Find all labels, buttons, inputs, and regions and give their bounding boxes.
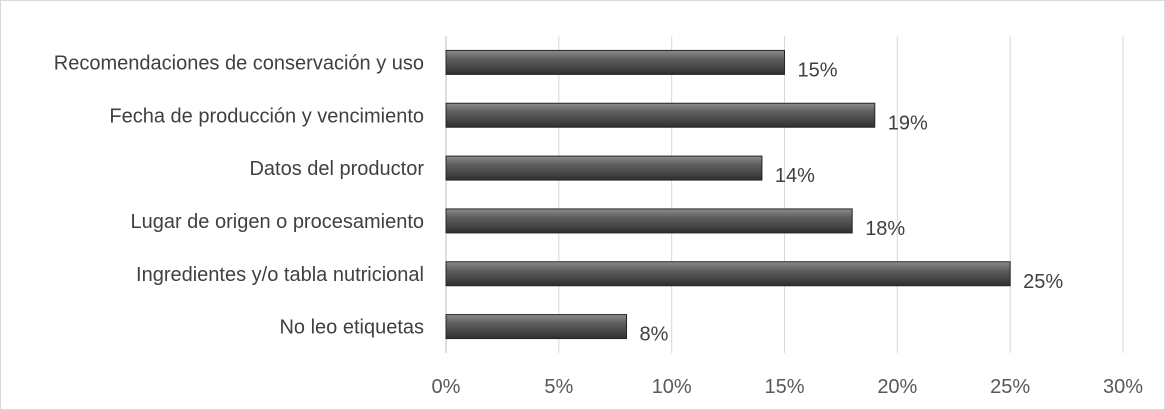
x-tick-label: 20% xyxy=(877,376,917,398)
data-label: 14% xyxy=(775,165,815,187)
data-label: 18% xyxy=(865,218,905,240)
x-tick-label: 0% xyxy=(432,376,461,398)
category-label: Recomendaciones de conservación y uso xyxy=(54,52,424,74)
bar xyxy=(445,208,853,234)
x-tick-label: 15% xyxy=(764,376,804,398)
bar xyxy=(445,102,876,128)
category-label: Fecha de producción y vencimiento xyxy=(109,105,424,127)
category-label: No leo etiquetas xyxy=(279,317,424,339)
category-label: Datos del productor xyxy=(249,158,424,180)
x-tick-label: 5% xyxy=(544,376,573,398)
data-label: 19% xyxy=(888,112,928,134)
x-tick-label: 30% xyxy=(1103,376,1143,398)
x-tick-label: 10% xyxy=(652,376,692,398)
category-label: Ingredientes y/o tabla nutricional xyxy=(136,264,424,286)
data-label: 8% xyxy=(640,324,669,346)
bar xyxy=(445,261,1011,287)
gridlines xyxy=(445,36,1124,353)
bars xyxy=(445,49,1011,340)
data-label: 15% xyxy=(798,59,838,81)
bar xyxy=(445,314,628,340)
data-label: 25% xyxy=(1023,271,1063,293)
bar xyxy=(445,155,763,181)
labels: 0% 5% 10% 15% 20% 25% 30% Recomendaciones de co… xyxy=(54,52,1143,398)
x-tick-label: 25% xyxy=(990,376,1030,398)
bar xyxy=(445,49,785,75)
category-label: Lugar de origen o procesamiento xyxy=(130,211,424,233)
